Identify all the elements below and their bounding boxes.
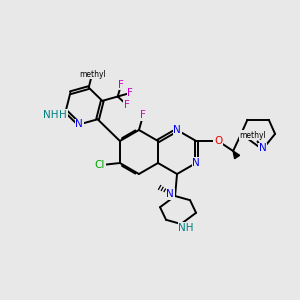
Text: NH: NH	[44, 110, 59, 120]
Text: F: F	[127, 88, 133, 98]
Text: N: N	[75, 119, 83, 129]
Text: NH: NH	[178, 223, 194, 233]
Polygon shape	[233, 151, 240, 159]
Text: N: N	[173, 125, 181, 135]
Text: N: N	[166, 189, 174, 199]
Text: N: N	[259, 143, 266, 153]
Text: Cl: Cl	[95, 160, 105, 170]
Text: methyl: methyl	[239, 131, 266, 140]
Text: F: F	[140, 110, 146, 120]
Text: O: O	[214, 136, 222, 146]
Text: F: F	[118, 80, 124, 90]
Text: methyl: methyl	[79, 70, 106, 79]
Text: H: H	[59, 110, 67, 120]
Text: F: F	[124, 100, 130, 110]
Text: N: N	[192, 158, 200, 168]
